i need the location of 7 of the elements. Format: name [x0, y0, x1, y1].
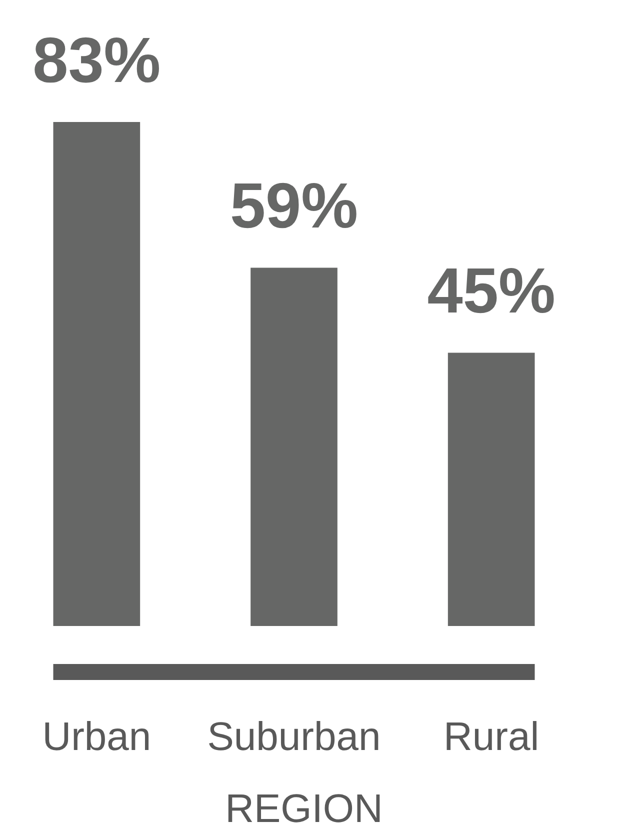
- data-label: 45%: [427, 254, 556, 327]
- data-label: 59%: [230, 170, 358, 242]
- x-tick-label: Urban: [42, 715, 152, 759]
- x-axis-title: REGION: [225, 787, 383, 828]
- data-label: 83%: [32, 24, 161, 96]
- x-tick-label: Suburban: [207, 715, 381, 759]
- x-tick-label: Rural: [444, 715, 540, 759]
